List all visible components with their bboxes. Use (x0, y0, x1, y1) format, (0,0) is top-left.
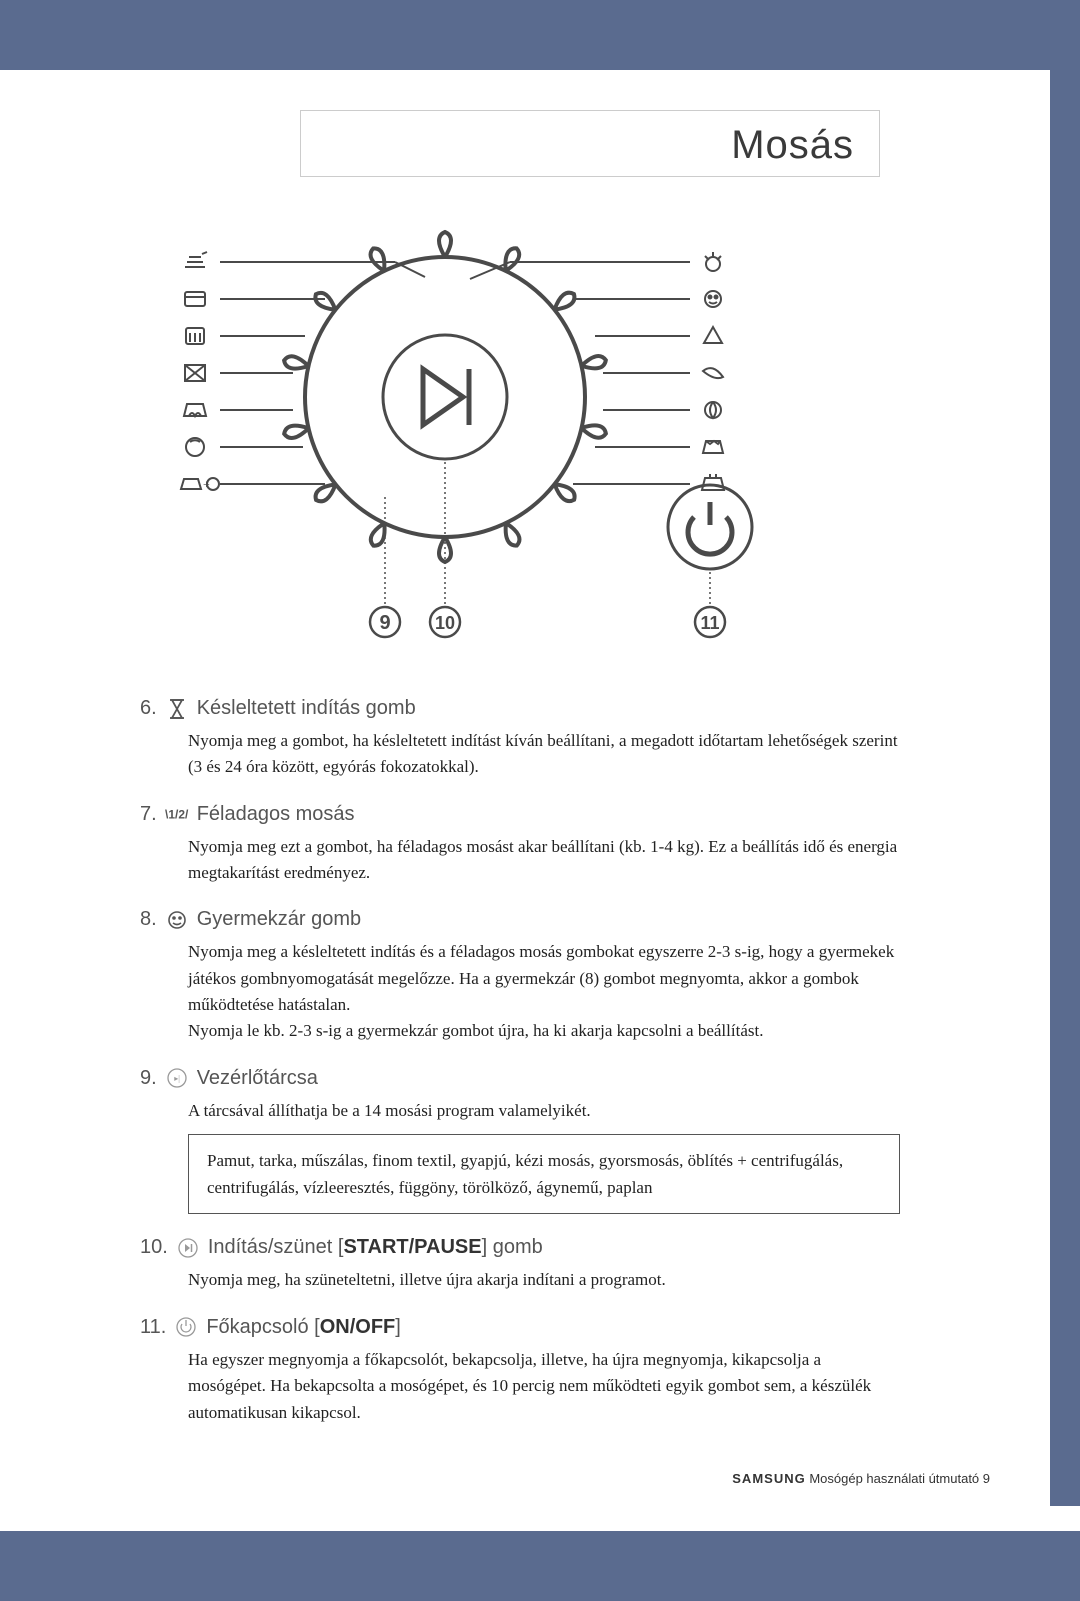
item-7-title: Féladagos mosás (197, 803, 355, 826)
hourglass-icon (165, 698, 189, 720)
item-6-header: 6. Késleltetett indítás gomb (140, 697, 900, 720)
half-load-icon: \1/2/ (165, 803, 189, 825)
item-10: 10. Indítás/szünet [START/PAUSE] gomb Ny… (140, 1236, 900, 1293)
power-small-icon (174, 1316, 198, 1338)
item-10-body: Nyomja meg, ha szüneteltetni, illetve új… (188, 1267, 900, 1293)
item-11-header: 11. Főkapcsoló [ON/OFF] (140, 1316, 900, 1339)
page-header-box: Mosás (300, 110, 880, 177)
start-pause-icon (176, 1237, 200, 1259)
item-7: 7. \1/2/ Féladagos mosás Nyomja meg ezt … (140, 803, 900, 887)
item-9-title: Vezérlőtárcsa (197, 1067, 318, 1090)
item-11-body: Ha egyszer megnyomja a főkapcsolót, beka… (188, 1347, 900, 1426)
item-6: 6. Késleltetett indítás gomb Nyomja meg … (140, 697, 900, 781)
top-banner (0, 0, 1080, 70)
item-11-title: Főkapcsoló [ON/OFF] (206, 1316, 401, 1339)
dial-svg: + (155, 227, 795, 647)
item-10-title-suffix: ] gomb (482, 1236, 543, 1258)
item-7-body: Nyomja meg ezt a gombot, ha féladagos mo… (188, 834, 900, 887)
item-6-title: Késleltetett indítás gomb (197, 697, 416, 720)
footer-brand: SAMSUNG (732, 1471, 805, 1486)
dial-small-icon: ▸| (165, 1067, 189, 1089)
item-11-title-bold: ON/OFF (320, 1316, 396, 1338)
item-9-header: 9. ▸| Vezérlőtárcsa (140, 1067, 900, 1090)
item-8-title: Gyermekzár gomb (197, 908, 362, 931)
item-7-header: 7. \1/2/ Féladagos mosás (140, 803, 900, 826)
item-7-number: 7. (140, 803, 157, 826)
item-6-body: Nyomja meg a gombot, ha késleltetett ind… (188, 728, 900, 781)
item-9-programs-box: Pamut, tarka, műszálas, finom textil, gy… (188, 1134, 900, 1214)
item-8: 8. Gyermekzár gomb Nyomja meg a késlelte… (140, 908, 900, 1044)
item-8-body: Nyomja meg a késleltetett indítás és a f… (188, 939, 900, 1044)
callout-11: 11 (700, 613, 719, 633)
dial-figure: + (155, 227, 795, 652)
child-lock-icon (165, 909, 189, 931)
item-8-number: 8. (140, 908, 157, 931)
footer: SAMSUNG Mosógép használati útmutató 9 (140, 1471, 990, 1486)
footer-text: Mosógép használati útmutató 9 (806, 1471, 990, 1486)
item-8-header: 8. Gyermekzár gomb (140, 908, 900, 931)
item-11-title-prefix: Főkapcsoló [ (206, 1316, 319, 1338)
item-9-number: 9. (140, 1067, 157, 1090)
svg-text:\1/2/: \1/2/ (165, 808, 189, 822)
item-10-title-prefix: Indítás/szünet [ (208, 1236, 344, 1258)
right-sidebar (1050, 70, 1080, 1506)
item-11: 11. Főkapcsoló [ON/OFF] Ha egyszer megny… (140, 1316, 900, 1426)
item-11-number: 11. (140, 1316, 166, 1339)
page: Mosás (0, 0, 1080, 1601)
item-6-number: 6. (140, 697, 157, 720)
item-10-title-bold: START/PAUSE (343, 1236, 481, 1258)
bottom-banner (0, 1531, 1080, 1601)
item-10-title: Indítás/szünet [START/PAUSE] gomb (208, 1236, 543, 1259)
item-10-number: 10. (140, 1236, 168, 1259)
svg-text:▸|: ▸| (174, 1074, 180, 1083)
item-9: 9. ▸| Vezérlőtárcsa A tárcsával állíthat… (140, 1067, 900, 1215)
content-area: Mosás (0, 70, 1080, 1506)
item-10-header: 10. Indítás/szünet [START/PAUSE] gomb (140, 1236, 900, 1259)
item-11-title-suffix: ] (395, 1316, 401, 1338)
item-9-body: A tárcsával állíthatja be a 14 mosási pr… (188, 1098, 900, 1124)
callout-9: 9 (379, 612, 390, 634)
callout-10: 10 (435, 613, 455, 633)
page-title: Mosás (731, 123, 854, 167)
